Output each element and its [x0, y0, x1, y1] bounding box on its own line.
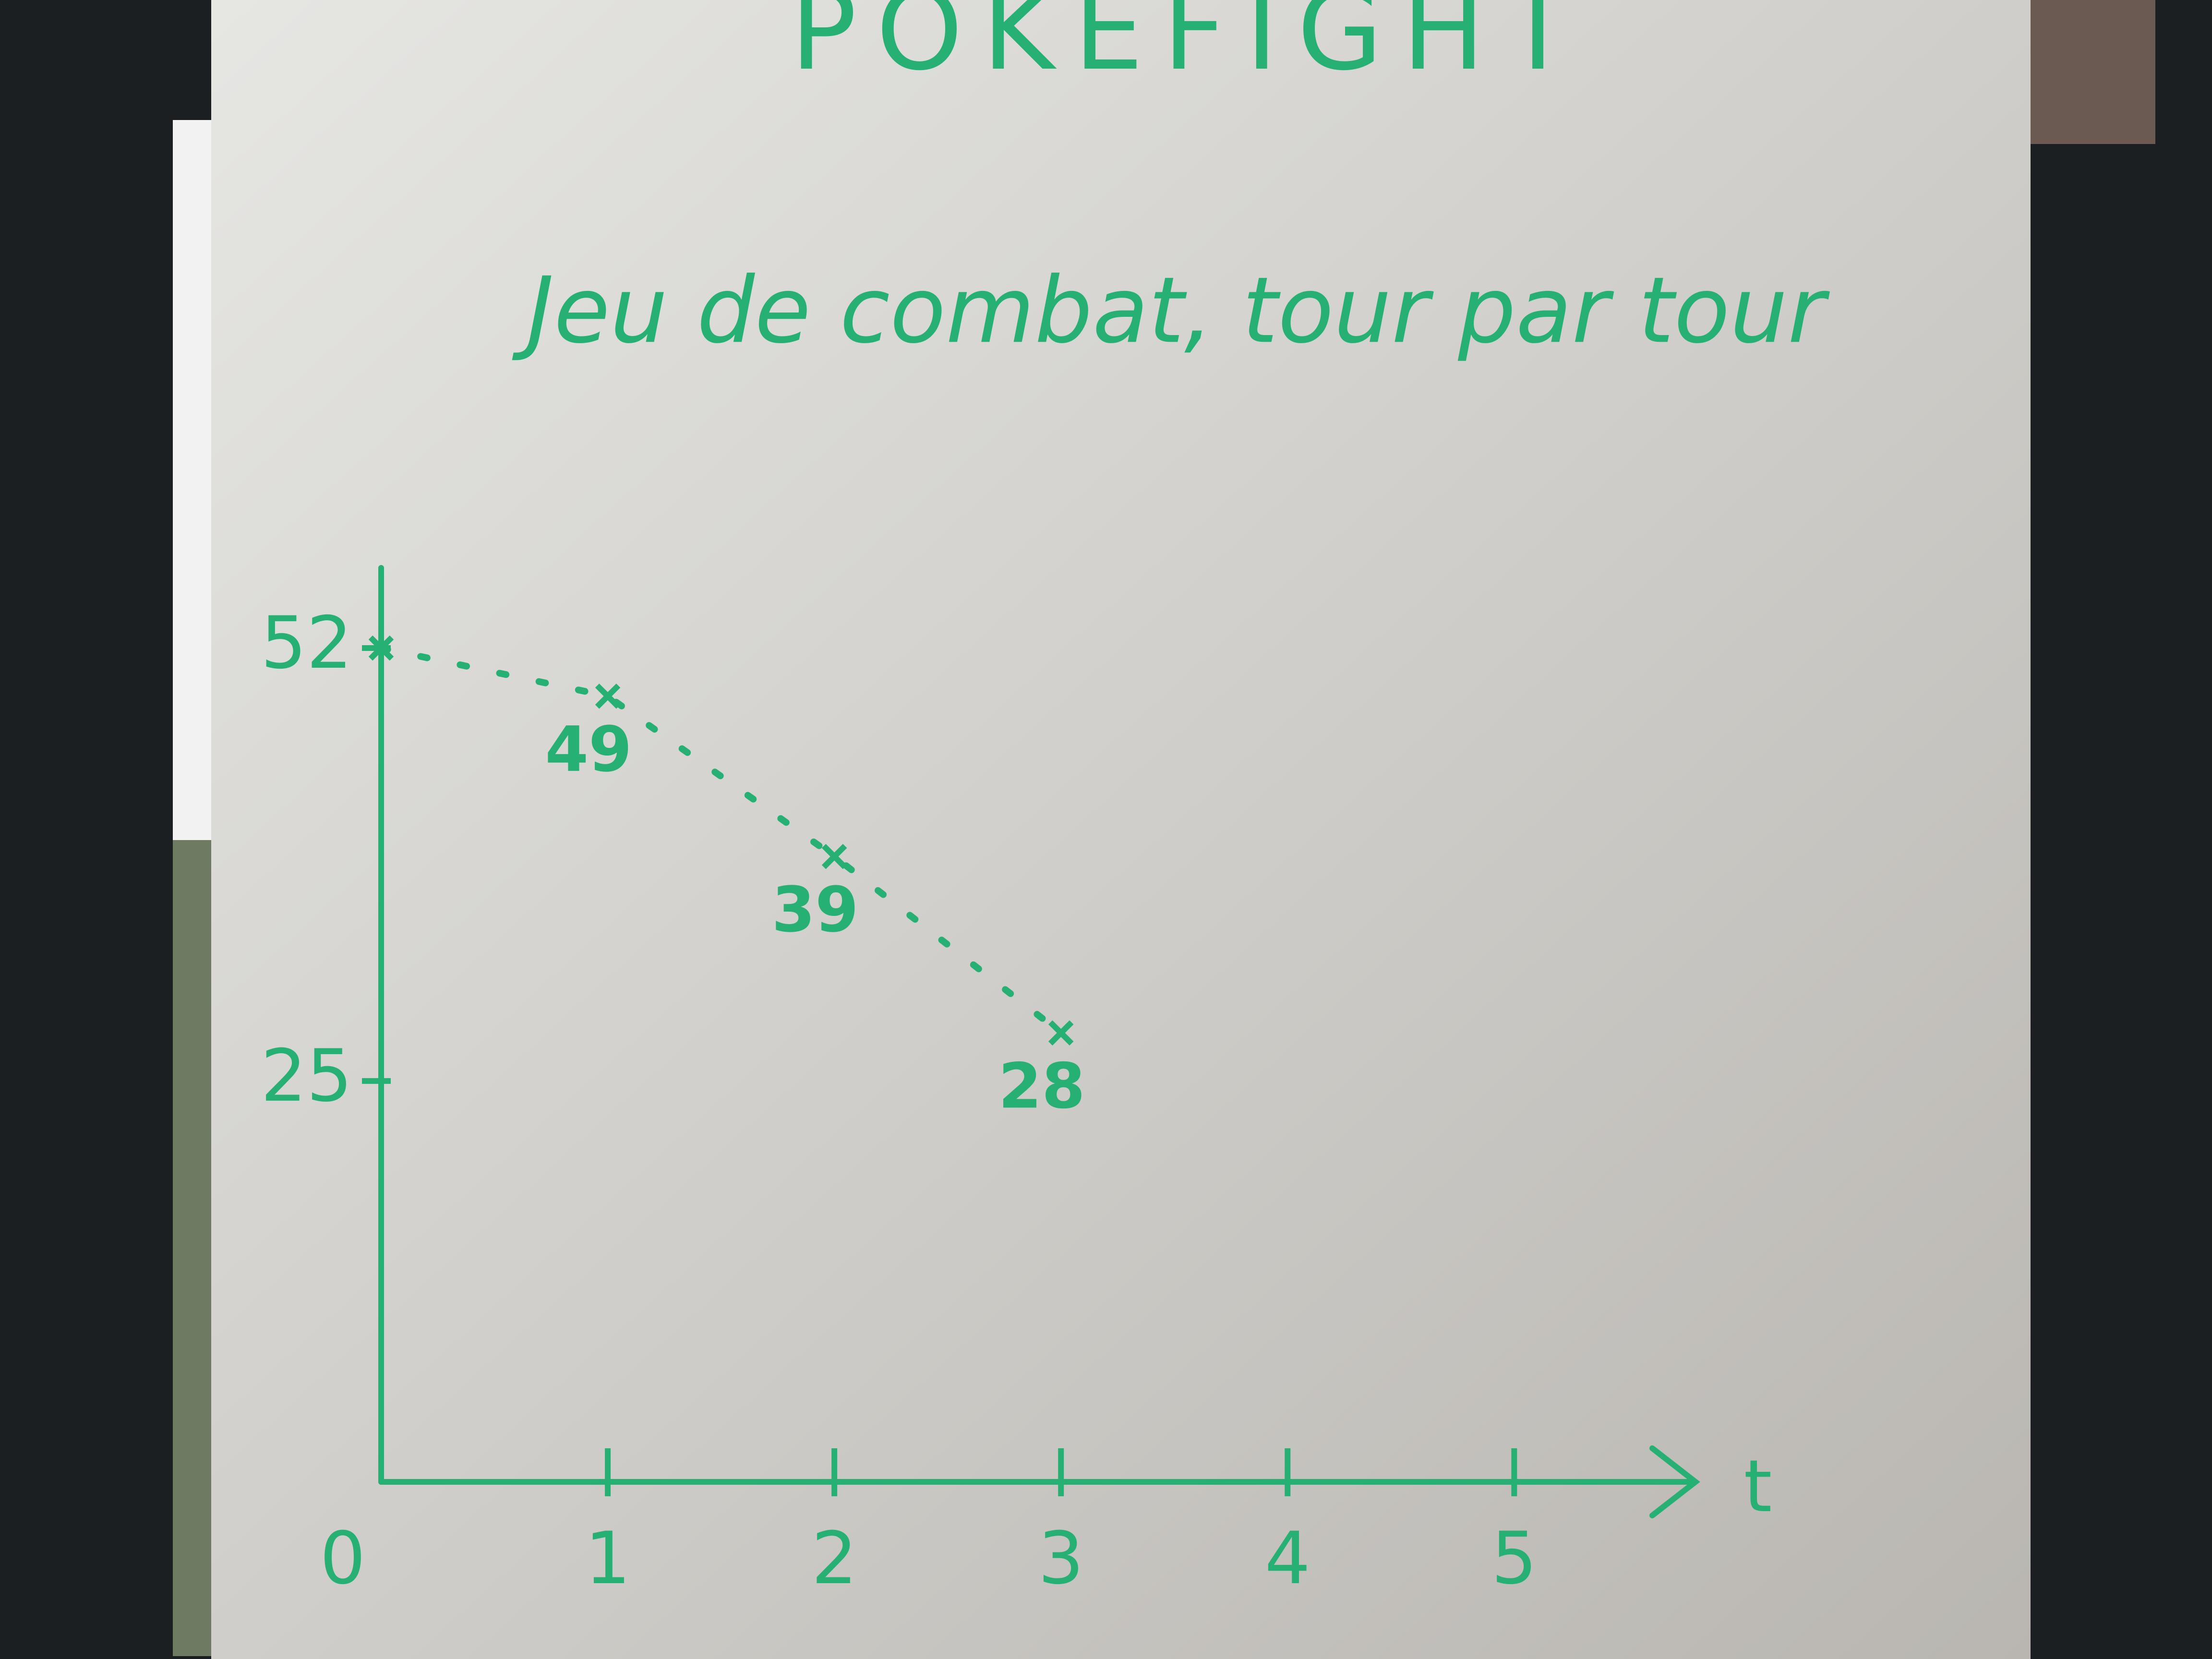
y-tick-label: 52 — [261, 601, 352, 685]
x-tick-label: 1 — [585, 1517, 630, 1600]
x-tick-label: 0 — [320, 1517, 365, 1600]
x-tick-label: 3 — [1038, 1517, 1083, 1600]
data-label: 49 — [545, 713, 632, 786]
x-tick-label: 2 — [811, 1517, 857, 1600]
chart-subtitle: Jeu de combat, tour par tour — [512, 257, 1830, 363]
data-point — [1048, 1020, 1074, 1046]
chart-title: POKEFIGHT — [790, 0, 1591, 95]
board — [211, 0, 2031, 1659]
x-axis-label: t — [1744, 1445, 1772, 1528]
data-line — [378, 645, 1065, 1036]
data-label: 39 — [772, 873, 859, 946]
window — [173, 840, 216, 1656]
window — [173, 120, 216, 840]
x-axis-arrow — [1649, 1445, 1700, 1518]
x-tick-label: 5 — [1491, 1517, 1537, 1600]
data-point — [821, 844, 847, 869]
y-tick-label: 25 — [261, 1034, 352, 1118]
data-label: 28 — [998, 1049, 1085, 1122]
data-point — [368, 635, 394, 661]
x-tick-label: 4 — [1265, 1517, 1310, 1600]
data-point — [595, 683, 621, 709]
wall — [2031, 0, 2155, 144]
